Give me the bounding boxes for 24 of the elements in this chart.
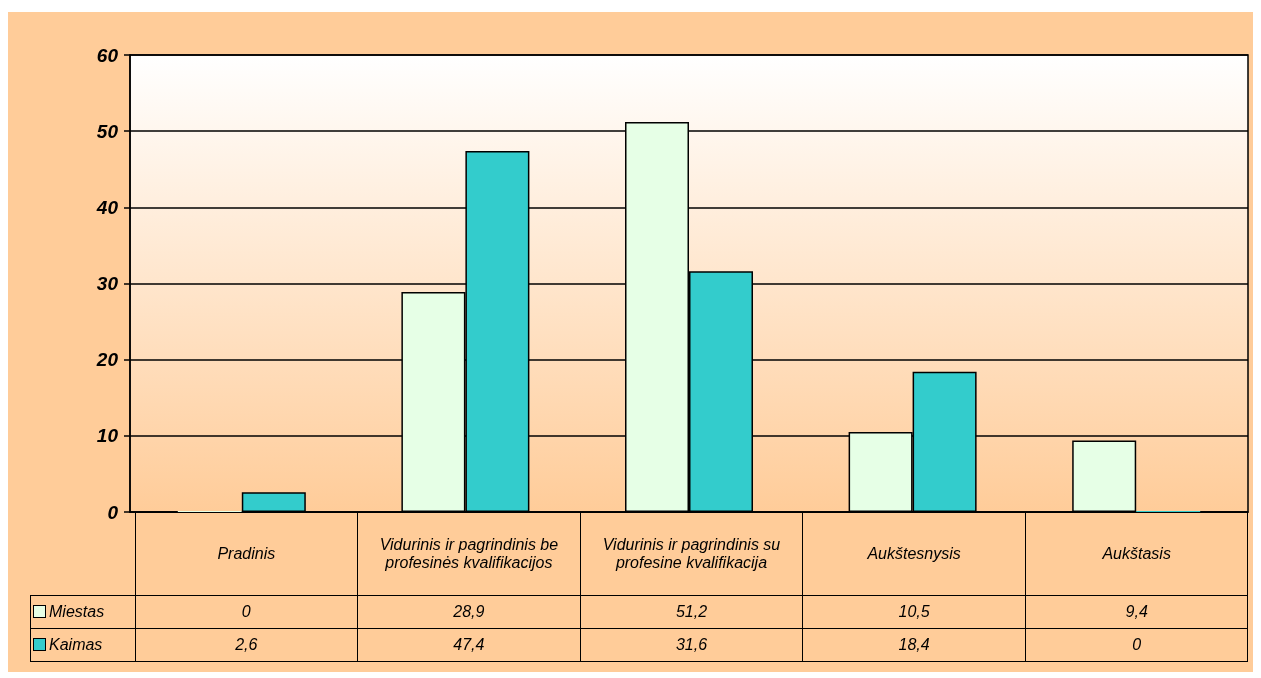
x-tick-label: Vidurinis ir pagrindinis su profesine kvalifikacija — [580, 512, 803, 596]
data-label: 28,9 — [357, 595, 581, 629]
y-tick-label: 20 — [95, 349, 119, 371]
y-tick-label: 50 — [96, 120, 119, 142]
data-label: 0 — [1025, 628, 1248, 662]
data-label: 10,5 — [802, 595, 1026, 629]
data-label: 18,4 — [802, 628, 1026, 662]
data-label: 47,4 — [357, 628, 581, 662]
y-tick-label: 30 — [96, 273, 119, 294]
x-tick-label: Vidurinis ir pagrindinis be profesinės kvalifikacijos — [357, 512, 581, 596]
data-label: 31,6 — [580, 628, 803, 662]
legend-label: Miestas — [30, 595, 135, 629]
data-label: 2,6 — [135, 628, 358, 662]
x-tick-label: Pradinis — [135, 512, 358, 596]
data-label: 0 — [135, 595, 358, 629]
data-label: 51,2 — [580, 595, 803, 629]
y-tick-label: 0 — [107, 501, 119, 523]
x-tick-label: Aukštasis — [1025, 512, 1248, 596]
y-tick-label: 10 — [96, 425, 119, 447]
y-tick-label: 40 — [95, 196, 119, 218]
y-tick-label: 60 — [96, 44, 119, 66]
legend-label: Kaimas — [30, 628, 135, 662]
data-label: 9,4 — [1025, 595, 1248, 629]
x-tick-label: Aukštesnysis — [802, 512, 1026, 596]
